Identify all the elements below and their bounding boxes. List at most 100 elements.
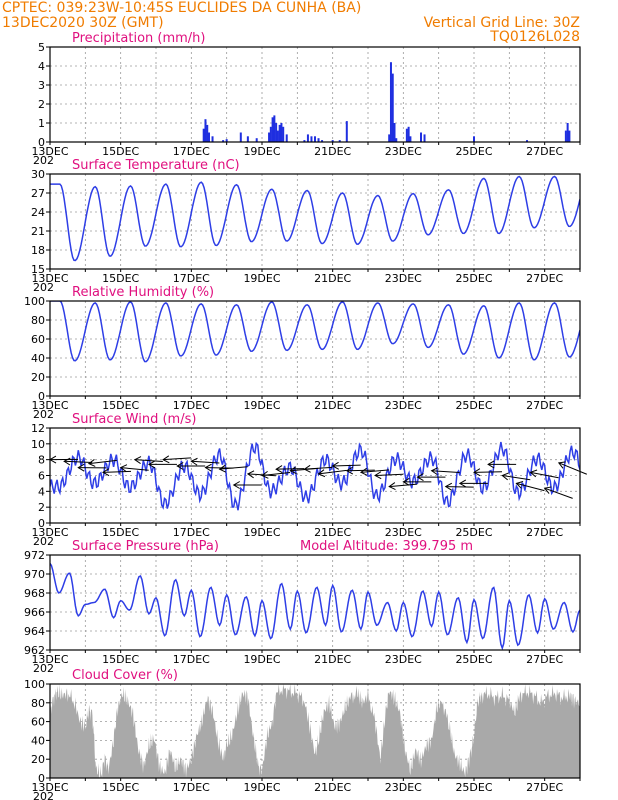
precip-xtick-label: 25DEC	[455, 145, 492, 158]
rh-panel-title: Relative Humidity (%)	[72, 285, 214, 300]
cloud-ytick-label: 100	[24, 678, 45, 691]
precip-bar	[391, 73, 394, 142]
wind-arrow	[190, 457, 220, 466]
wind-xtick-label: 15DEC	[102, 526, 139, 539]
wind-arrow	[515, 481, 545, 492]
cloud-panel-title: Cloud Cover (%)	[72, 668, 178, 683]
precip-xtick-label: 19DEC	[243, 145, 280, 158]
cloud-frame	[49, 683, 581, 779]
wind-arrow	[147, 460, 177, 469]
precip-bar	[314, 136, 316, 142]
temp-xtick-label: 19DEC	[243, 272, 280, 285]
temp-ytick-label: 15	[31, 263, 45, 276]
cloud-xtick-label: 27DEC	[526, 781, 563, 794]
pres-panel-title: Surface Pressure (hPa)	[72, 539, 219, 554]
precip-bar	[306, 134, 309, 142]
wind-arrow	[557, 461, 587, 475]
cloud-xtick-label: 25DEC	[455, 781, 492, 794]
temp-ytick-label: 30	[31, 168, 45, 181]
precip-bar	[393, 123, 396, 142]
wind-arrow	[77, 463, 107, 472]
wind-arrow	[529, 469, 559, 479]
wind-arrow	[218, 464, 248, 473]
wind-xtick-label: 27DEC	[526, 526, 563, 539]
precip-bar	[473, 136, 475, 142]
pres-series-line	[50, 563, 580, 650]
wind-arrow	[416, 473, 446, 482]
pres-ytick-label: 972	[24, 549, 45, 562]
wind-arrow	[63, 457, 93, 466]
precip-ytick-label: 3	[38, 79, 45, 92]
cloud-xtick-label: 23DEC	[385, 781, 422, 794]
rh-series-line	[50, 301, 580, 363]
pres-ytick-label: 968	[24, 587, 45, 600]
precip-bar	[211, 136, 214, 142]
precip-ytick-label: 0	[38, 136, 45, 149]
wind-arrow	[359, 467, 389, 476]
cloud-xtick-label: 17DEC	[173, 781, 210, 794]
wind-arrow	[374, 471, 404, 480]
cloud-xtick-label: 15DEC	[102, 781, 139, 794]
wind-arrow	[204, 463, 234, 472]
wind-arrow	[102, 468, 132, 477]
temp-ytick-label: 18	[31, 244, 45, 257]
precip-ytick-label: 4	[38, 60, 45, 73]
rh-xtick-label: 25DEC	[455, 399, 492, 412]
wind-arrow	[87, 459, 117, 467]
rh-xtick-label: 21DEC	[314, 399, 351, 412]
precip-bar	[276, 130, 279, 142]
temp-xtick-label: 17DEC	[173, 272, 210, 285]
wind-ytick-label: 6	[38, 470, 45, 483]
wind-arrow	[402, 477, 432, 486]
wind-arrow	[176, 462, 206, 470]
precip-bar	[268, 132, 271, 142]
wind-ytick-label: 0	[38, 517, 45, 530]
wind-arrow	[473, 468, 503, 477]
precip-bar	[278, 124, 281, 142]
pres-xtick-label: 19DEC	[243, 653, 280, 666]
precip-bar	[395, 138, 398, 142]
precip-bar	[285, 134, 288, 142]
header-model-code: TQ0126L028	[489, 29, 580, 45]
precip-bar	[564, 130, 567, 142]
wind-arrow	[345, 466, 375, 475]
cloud-xtick-label: 21DEC	[314, 781, 351, 794]
wind-xtick-label: 23DEC	[385, 526, 422, 539]
temp-frame	[49, 173, 581, 270]
precip-bar	[310, 136, 313, 142]
precip-bar	[388, 134, 391, 142]
rh-ytick-label: 80	[31, 314, 45, 327]
pres-xtick-label: 21DEC	[314, 653, 351, 666]
wind-xtick-label: 21DEC	[314, 526, 351, 539]
wind-panel-title: Surface Wind (m/s)	[72, 412, 196, 427]
precip-bar	[222, 140, 225, 142]
rh-xtick-label: 23DEC	[385, 399, 422, 412]
temp-xtick-label: 25DEC	[455, 272, 492, 285]
wind-arrow	[317, 469, 347, 478]
temp-panel-title: Surface Temperature (nC)	[72, 158, 240, 173]
pres-ytick-label: 964	[24, 625, 45, 638]
temp-series-line	[50, 175, 580, 262]
rh-ytick-label: 0	[38, 390, 45, 403]
temp-xtick-label: 13DEC	[31, 272, 68, 285]
pres-xtick-label: 15DEC	[102, 653, 139, 666]
temp-ytick-label: 24	[31, 206, 45, 219]
wind-arrow	[430, 467, 460, 476]
precip-ytick-label: 5	[38, 41, 45, 54]
precip-xtick-label: 15DEC	[102, 145, 139, 158]
wind-arrow	[303, 464, 333, 473]
precip-xtick-label: 17DEC	[173, 145, 210, 158]
rh-ytick-label: 60	[31, 333, 45, 346]
pres-ytick-label: 966	[24, 606, 45, 619]
header-grid-line: Vertical Grid Line: 30Z	[424, 15, 580, 31]
rh-panel: 0 20 40 60 80 100 13DEC 15DEC 17DEC 19DEC 21DEC 23D…	[24, 285, 581, 421]
header-run-date: 13DEC2020 30Z (GMT)	[2, 15, 164, 31]
precip-bar	[423, 134, 426, 142]
wind-arrow	[275, 465, 305, 473]
precip-bar	[239, 132, 242, 142]
wind-arrow	[246, 470, 276, 479]
precip-bar	[225, 139, 228, 142]
precip-bar	[389, 62, 392, 143]
wind-xtick-label: 17DEC	[173, 526, 210, 539]
precip-bar	[420, 132, 422, 142]
